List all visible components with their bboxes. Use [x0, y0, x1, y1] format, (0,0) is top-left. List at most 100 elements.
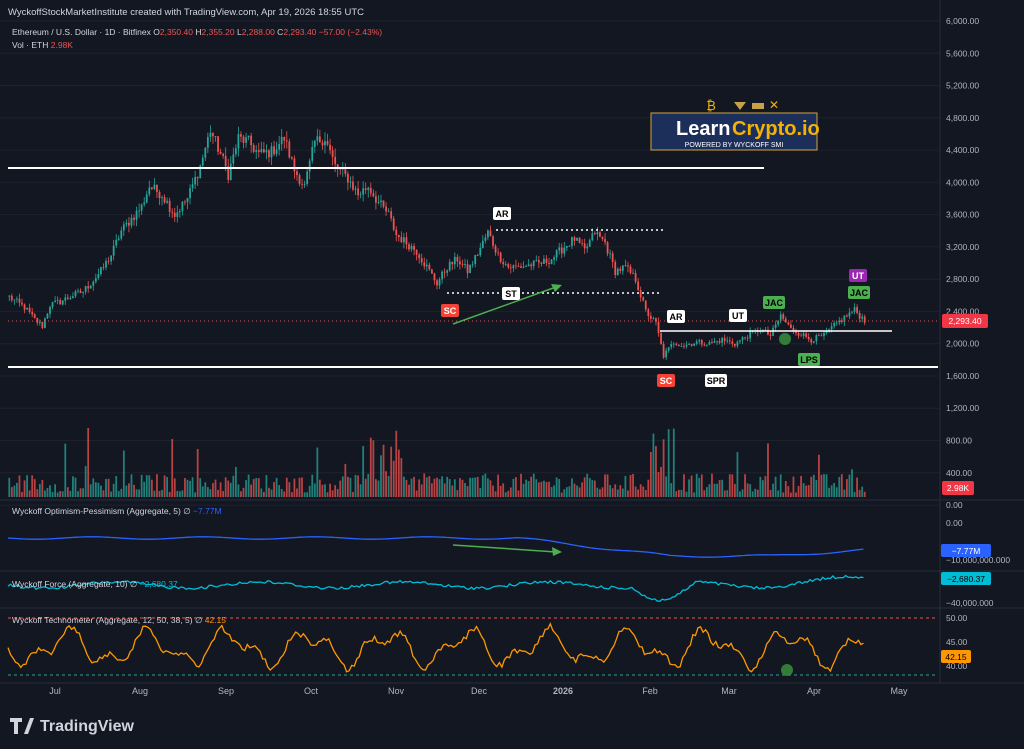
volume-bar: [418, 479, 421, 497]
candle: [739, 340, 741, 342]
candle: [425, 264, 428, 267]
volume-bar: [428, 476, 431, 497]
volume-bar: [611, 488, 614, 497]
volume-bar: [408, 484, 410, 497]
volume-bar: [812, 474, 815, 497]
candle: [336, 164, 339, 169]
volume-bar: [621, 488, 624, 497]
candle: [800, 335, 802, 337]
candle: [446, 270, 449, 273]
volume-info[interactable]: Vol · ETH 2.98K: [12, 40, 73, 50]
price-tick: 4,400.00: [946, 145, 979, 155]
volume-bar: [436, 477, 438, 497]
label-jac-1[interactable]: JAC: [763, 296, 785, 309]
volume-bar: [718, 480, 721, 497]
candle: [644, 300, 647, 310]
volume-bar: [161, 489, 163, 497]
label-sc-1[interactable]: SC: [441, 304, 459, 317]
candle: [695, 341, 698, 344]
candle: [288, 141, 291, 158]
candle: [820, 335, 823, 337]
volume-bar: [601, 487, 604, 497]
force-title[interactable]: Wyckoff Force (Aggregate, 10) ∅ −2,680.3…: [12, 579, 178, 589]
candle: [586, 246, 589, 249]
candle: [41, 322, 44, 328]
label-spr[interactable]: SPR: [705, 374, 727, 387]
volume-bar: [835, 487, 838, 497]
label-st-1[interactable]: ST: [502, 287, 520, 300]
candle: [176, 212, 179, 217]
time-axis[interactable]: Jul Aug Sep Oct Nov Dec 2026 Feb Mar Apr May: [49, 686, 908, 696]
volume-bar: [632, 473, 634, 497]
candle: [303, 184, 306, 185]
technometer-title[interactable]: Wyckoff Technometer (Aggregate, 12, 50, …: [12, 615, 226, 625]
candle: [555, 250, 558, 258]
label-ut-1[interactable]: UT: [729, 309, 747, 322]
candle: [56, 300, 59, 301]
candle: [548, 263, 550, 264]
volume-bar: [644, 490, 647, 497]
volume-bar: [599, 489, 601, 497]
volume-bar: [489, 480, 492, 497]
candle: [130, 217, 133, 226]
optimism-title[interactable]: Wyckoff Optimism-Pessimism (Aggregate, 5…: [12, 506, 222, 516]
volume-bar: [515, 477, 517, 497]
open-label: O: [153, 27, 160, 37]
volume-bar: [156, 474, 158, 497]
volume-bar: [87, 428, 90, 497]
volume-bar: [423, 473, 426, 497]
volume-bar: [311, 474, 314, 497]
candle: [624, 265, 627, 266]
candle: [234, 148, 237, 155]
volume-bar: [861, 486, 864, 497]
label-text: AR: [670, 312, 683, 322]
volume-bar: [705, 487, 708, 497]
volume-bar: [517, 490, 520, 497]
candle: [861, 316, 864, 319]
volume-bar: [16, 482, 18, 497]
volume-bar: [380, 455, 382, 497]
volume-bar: [250, 484, 253, 497]
logo-title-a: Learn: [676, 118, 730, 140]
label-lps[interactable]: LPS: [798, 353, 820, 366]
chevron-logo-icon: [734, 102, 746, 110]
candle: [229, 163, 232, 180]
candle: [247, 135, 250, 138]
volume-bar: [255, 478, 258, 497]
volume-bar: [89, 484, 92, 497]
volume-bar: [525, 479, 527, 497]
badge-bg: [942, 481, 974, 495]
label-ut-2[interactable]: UT: [849, 269, 867, 282]
candle: [509, 267, 512, 269]
volume-bar: [275, 477, 278, 497]
candle: [649, 316, 652, 319]
volume-bar: [92, 478, 95, 497]
volume-bar: [400, 458, 403, 497]
volume-bar: [479, 488, 482, 497]
label-bg: [798, 353, 820, 366]
volume-bar: [242, 487, 245, 497]
label-sc-2[interactable]: SC: [657, 374, 675, 387]
volume-bar: [293, 478, 296, 497]
volume-bar: [51, 492, 54, 497]
candle: [413, 245, 415, 250]
candle: [367, 187, 370, 190]
label-ar-1[interactable]: AR: [493, 207, 511, 220]
label-ar-2[interactable]: AR: [667, 310, 685, 323]
volume-bar: [459, 478, 461, 497]
volume-bar: [372, 440, 375, 497]
symbol-info[interactable]: Ethereum / U.S. Dollar · 1D · Bitfinex O…: [12, 27, 382, 37]
price-axis[interactable]: 6,000.00 5,600.00 5,200.00 4,800.00 4,400.00…: [946, 16, 979, 510]
label-jac-2[interactable]: JAC: [848, 286, 870, 299]
volume-bar: [288, 482, 291, 497]
candle: [148, 187, 151, 195]
volume-bar: [604, 474, 606, 497]
tradingview-logo[interactable]: TradingView: [10, 718, 135, 735]
volume-bar: [476, 476, 479, 497]
volume-bar: [675, 491, 678, 497]
candle: [728, 340, 731, 342]
volume-bar: [252, 479, 255, 497]
volume-bar: [125, 485, 128, 497]
volume-bar: [688, 479, 690, 497]
